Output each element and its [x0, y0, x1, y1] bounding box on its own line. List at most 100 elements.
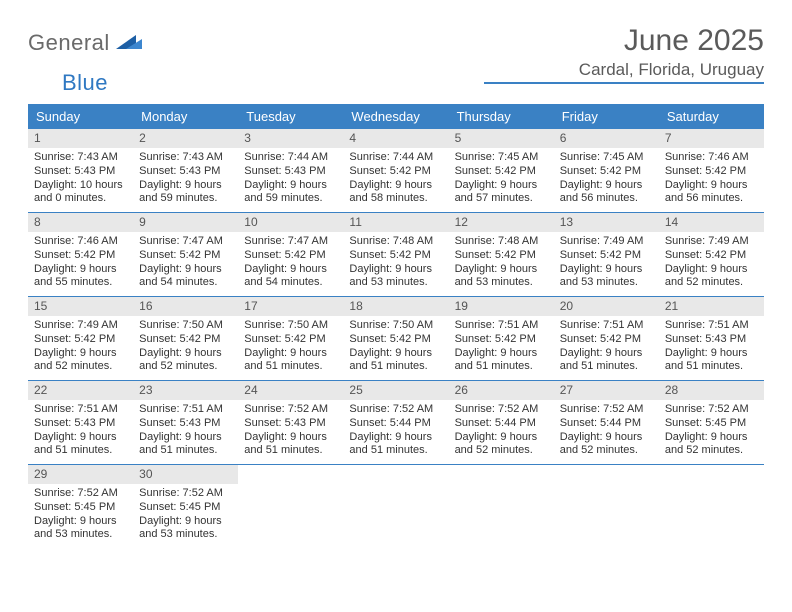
daylight: Daylight: 9 hours and 56 minutes.	[560, 179, 653, 207]
day-number: 12	[449, 213, 554, 232]
day-header: Monday	[133, 104, 238, 129]
week-row: 29Sunrise: 7:52 AMSunset: 5:45 PMDayligh…	[28, 465, 764, 548]
sunrise: Sunrise: 7:52 AM	[34, 487, 127, 501]
day-number: 13	[554, 213, 659, 232]
daylight: Daylight: 10 hours and 0 minutes.	[34, 179, 127, 207]
sunrise: Sunrise: 7:52 AM	[349, 403, 442, 417]
daylight: Daylight: 9 hours and 55 minutes.	[34, 263, 127, 291]
day-cell	[238, 465, 343, 548]
day-cell: 15Sunrise: 7:49 AMSunset: 5:42 PMDayligh…	[28, 297, 133, 380]
day-cell: 13Sunrise: 7:49 AMSunset: 5:42 PMDayligh…	[554, 213, 659, 296]
day-cell	[659, 465, 764, 548]
day-cell: 27Sunrise: 7:52 AMSunset: 5:44 PMDayligh…	[554, 381, 659, 464]
day-header: Sunday	[28, 104, 133, 129]
day-number: 7	[659, 129, 764, 148]
day-cell	[554, 465, 659, 548]
sunset: Sunset: 5:42 PM	[244, 333, 337, 347]
sunset: Sunset: 5:44 PM	[455, 417, 548, 431]
sunrise: Sunrise: 7:51 AM	[34, 403, 127, 417]
sunset: Sunset: 5:42 PM	[349, 249, 442, 263]
sunset: Sunset: 5:42 PM	[665, 249, 758, 263]
day-header: Friday	[554, 104, 659, 129]
day-cell: 19Sunrise: 7:51 AMSunset: 5:42 PMDayligh…	[449, 297, 554, 380]
daylight: Daylight: 9 hours and 53 minutes.	[349, 263, 442, 291]
logo-text-general: General	[28, 30, 110, 56]
daylight: Daylight: 9 hours and 51 minutes.	[560, 347, 653, 375]
day-cell: 4Sunrise: 7:44 AMSunset: 5:42 PMDaylight…	[343, 129, 448, 212]
sunset: Sunset: 5:43 PM	[34, 165, 127, 179]
day-cell: 17Sunrise: 7:50 AMSunset: 5:42 PMDayligh…	[238, 297, 343, 380]
daylight: Daylight: 9 hours and 53 minutes.	[455, 263, 548, 291]
sunset: Sunset: 5:42 PM	[560, 249, 653, 263]
day-cell: 12Sunrise: 7:48 AMSunset: 5:42 PMDayligh…	[449, 213, 554, 296]
day-cell: 1Sunrise: 7:43 AMSunset: 5:43 PMDaylight…	[28, 129, 133, 212]
calendar: SundayMondayTuesdayWednesdayThursdayFrid…	[28, 104, 764, 548]
day-number: 11	[343, 213, 448, 232]
day-number: 19	[449, 297, 554, 316]
day-cell: 10Sunrise: 7:47 AMSunset: 5:42 PMDayligh…	[238, 213, 343, 296]
sunset: Sunset: 5:43 PM	[34, 417, 127, 431]
logo: General	[28, 24, 144, 56]
sunset: Sunset: 5:43 PM	[665, 333, 758, 347]
daylight: Daylight: 9 hours and 51 minutes.	[349, 431, 442, 459]
day-cell: 30Sunrise: 7:52 AMSunset: 5:45 PMDayligh…	[133, 465, 238, 548]
day-cell: 16 Sunrise: 7:50 AMSunset: 5:42 PMDayligh…	[133, 297, 238, 380]
sunrise: Sunrise: 7:46 AM	[665, 151, 758, 165]
day-cell	[343, 465, 448, 548]
day-number: 30	[133, 465, 238, 484]
logo-icon	[116, 31, 142, 56]
day-number: 16	[133, 297, 238, 316]
sunset: Sunset: 5:42 PM	[455, 165, 548, 179]
sunrise: Sunrise: 7:46 AM	[34, 235, 127, 249]
day-number: 4	[343, 129, 448, 148]
day-header-row: SundayMondayTuesdayWednesdayThursdayFrid…	[28, 104, 764, 129]
sunrise: Sunrise: 7:44 AM	[349, 151, 442, 165]
daylight: Daylight: 9 hours and 52 minutes.	[665, 263, 758, 291]
day-number: 25	[343, 381, 448, 400]
sunset: Sunset: 5:45 PM	[665, 417, 758, 431]
day-number: 20	[554, 297, 659, 316]
sunrise: Sunrise: 7:52 AM	[139, 487, 232, 501]
sunset: Sunset: 5:42 PM	[665, 165, 758, 179]
daylight: Daylight: 9 hours and 52 minutes.	[34, 347, 127, 375]
sunrise: Sunrise: 7:50 AM	[244, 319, 337, 333]
day-cell: 11 Sunrise: 7:48 AMSunset: 5:42 PMDayligh…	[343, 213, 448, 296]
sunrise: Sunrise: 7:47 AM	[244, 235, 337, 249]
sunset: Sunset: 5:42 PM	[560, 165, 653, 179]
day-number: 21	[659, 297, 764, 316]
sunrise: Sunrise: 7:45 AM	[560, 151, 653, 165]
sunset: Sunset: 5:42 PM	[244, 249, 337, 263]
title-block: June 2025 Cardal, Florida, Uruguay	[579, 24, 764, 80]
daylight: Daylight: 9 hours and 53 minutes.	[34, 515, 127, 543]
day-cell: 20Sunrise: 7:51 AMSunset: 5:42 PMDayligh…	[554, 297, 659, 380]
day-number: 28	[659, 381, 764, 400]
day-cell: 18Sunrise: 7:50 AMSunset: 5:42 PMDayligh…	[343, 297, 448, 380]
sunrise: Sunrise: 7:47 AM	[139, 235, 232, 249]
day-number: 15	[28, 297, 133, 316]
day-cell: 2Sunrise: 7:43 AMSunset: 5:43 PMDaylight…	[133, 129, 238, 212]
sunset: Sunset: 5:42 PM	[139, 333, 232, 347]
sunrise: Sunrise: 7:50 AM	[139, 319, 232, 333]
sunrise: Sunrise: 7:49 AM	[34, 319, 127, 333]
sunrise: Sunrise: 7:44 AM	[244, 151, 337, 165]
sunrise: Sunrise: 7:51 AM	[560, 319, 653, 333]
daylight: Daylight: 9 hours and 59 minutes.	[139, 179, 232, 207]
week-row: 1Sunrise: 7:43 AMSunset: 5:43 PMDaylight…	[28, 129, 764, 213]
daylight: Daylight: 9 hours and 52 minutes.	[139, 347, 232, 375]
month-title: June 2025	[579, 24, 764, 58]
day-cell: 21Sunrise: 7:51 AMSunset: 5:43 PMDayligh…	[659, 297, 764, 380]
title-underline	[484, 82, 764, 84]
day-number: 5	[449, 129, 554, 148]
sunset: Sunset: 5:43 PM	[139, 165, 232, 179]
daylight: Daylight: 9 hours and 58 minutes.	[349, 179, 442, 207]
day-cell: 28Sunrise: 7:52 AMSunset: 5:45 PMDayligh…	[659, 381, 764, 464]
daylight: Daylight: 9 hours and 59 minutes.	[244, 179, 337, 207]
daylight: Daylight: 9 hours and 51 minutes.	[34, 431, 127, 459]
daylight: Daylight: 9 hours and 52 minutes.	[455, 431, 548, 459]
day-number: 24	[238, 381, 343, 400]
sunrise: Sunrise: 7:48 AM	[349, 235, 442, 249]
day-cell: 23Sunrise: 7:51 AMSunset: 5:43 PMDayligh…	[133, 381, 238, 464]
logo-text-blue: Blue	[62, 70, 108, 96]
day-number: 22	[28, 381, 133, 400]
day-number: 6	[554, 129, 659, 148]
